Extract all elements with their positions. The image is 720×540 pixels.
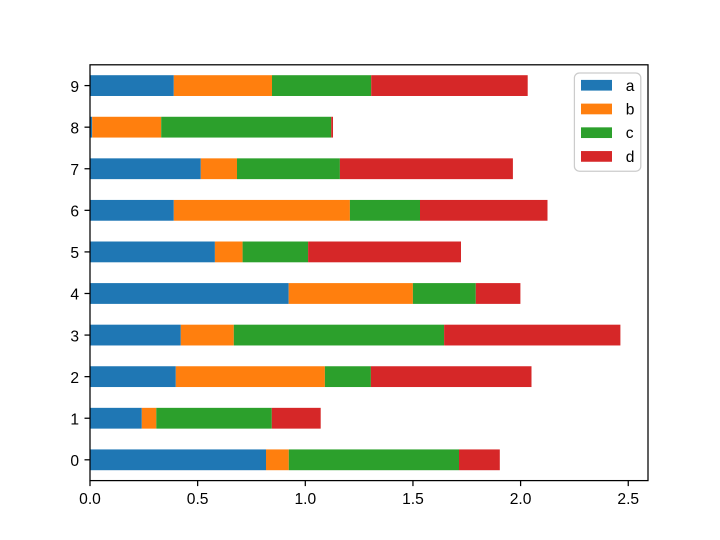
svg-text:9: 9 <box>70 79 79 96</box>
svg-text:7: 7 <box>70 162 79 179</box>
svg-text:a: a <box>626 78 635 95</box>
svg-text:0: 0 <box>70 453 79 470</box>
svg-text:8: 8 <box>70 120 79 137</box>
svg-text:2.5: 2.5 <box>617 491 639 508</box>
svg-text:c: c <box>626 125 634 142</box>
svg-text:0.5: 0.5 <box>187 491 209 508</box>
svg-text:5: 5 <box>70 245 79 262</box>
svg-text:1.5: 1.5 <box>402 491 424 508</box>
svg-text:4: 4 <box>70 287 79 304</box>
svg-text:2: 2 <box>70 370 79 387</box>
svg-text:1.0: 1.0 <box>294 491 316 508</box>
svg-text:1: 1 <box>70 411 79 428</box>
svg-text:3: 3 <box>70 328 79 345</box>
svg-text:d: d <box>626 149 635 166</box>
svg-text:2.0: 2.0 <box>510 491 532 508</box>
svg-text:b: b <box>626 102 635 119</box>
svg-text:6: 6 <box>70 204 79 221</box>
svg-text:0.0: 0.0 <box>79 491 101 508</box>
